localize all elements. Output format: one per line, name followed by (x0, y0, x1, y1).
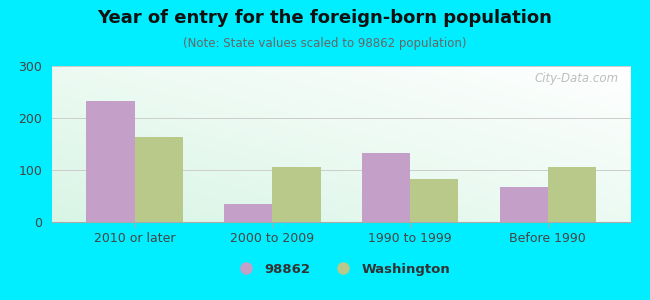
Bar (86, 101, 135, 222)
Bar (362, 153, 410, 222)
Bar (135, 137, 183, 222)
Bar (272, 167, 320, 222)
Legend: 98862, Washington: 98862, Washington (227, 257, 456, 281)
Text: City-Data.com: City-Data.com (535, 72, 619, 85)
Bar (224, 204, 272, 222)
Bar (548, 167, 596, 222)
Text: Year of entry for the foreign-born population: Year of entry for the foreign-born popul… (98, 9, 552, 27)
Bar (410, 179, 458, 222)
Bar (500, 187, 548, 222)
Text: (Note: State values scaled to 98862 population): (Note: State values scaled to 98862 popu… (183, 38, 467, 50)
